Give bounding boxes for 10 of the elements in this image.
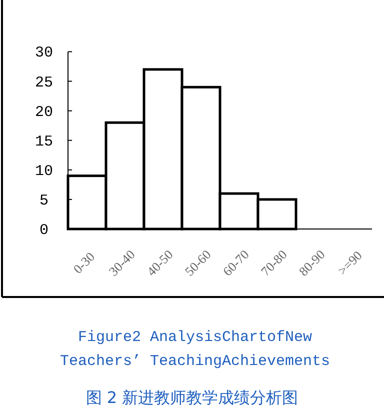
y-tick-label: 20 — [34, 104, 54, 121]
text: Figure2 AnalysisChartofNew Teachers’ TeachingAchievements — [58, 328, 332, 372]
y-tick-label: 0 — [39, 222, 49, 239]
text: 图 2 新进教师教学成绩分析图 — [84, 388, 300, 409]
y-tick-label: 25 — [34, 74, 54, 92]
y-tick-label: 15 — [34, 133, 54, 150]
x-tick-label: 0-30 — [70, 249, 98, 277]
y-tick-label: 5 — [39, 192, 49, 210]
y-tick-label: 30 — [34, 44, 54, 62]
y-tick-label: 10 — [34, 162, 54, 180]
